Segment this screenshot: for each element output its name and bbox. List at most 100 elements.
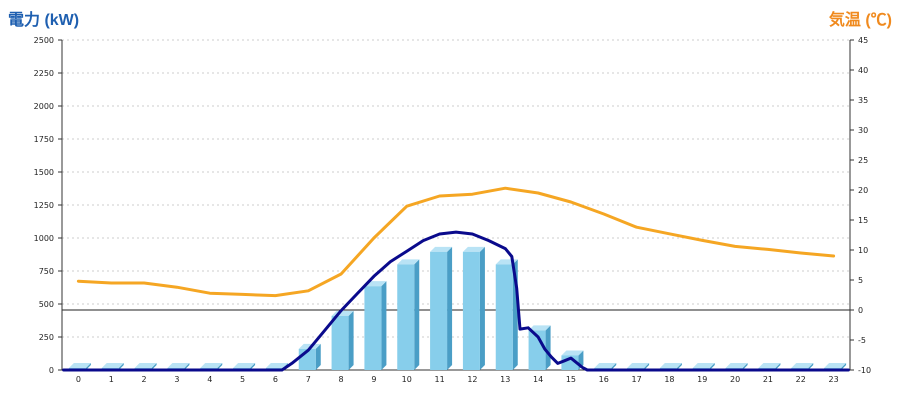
- bar-front: [462, 251, 480, 370]
- left-axis-tick-label: 2250: [34, 69, 54, 78]
- bar-side: [808, 363, 814, 370]
- right-axis-tick-label: 35: [858, 96, 868, 105]
- bar-top: [824, 363, 847, 368]
- bar-side: [676, 363, 682, 370]
- left-axis-tick-label: 2500: [34, 36, 54, 45]
- x-axis-tick-label: 16: [599, 375, 609, 384]
- x-axis-tick-label: 11: [434, 375, 444, 384]
- x-axis-tick-label: 9: [371, 375, 376, 384]
- temperature-line: [76, 186, 836, 298]
- bar-side: [742, 363, 748, 370]
- bar-side: [709, 363, 715, 370]
- bar-front: [495, 264, 513, 370]
- right-axis-tick-label: 5: [858, 276, 863, 285]
- bar-front: [397, 264, 415, 370]
- bar-side: [250, 363, 256, 370]
- x-axis-tick-label: 13: [500, 375, 510, 384]
- x-axis-tick-label: 0: [76, 375, 81, 384]
- bar-front: [430, 251, 448, 370]
- bar-top: [627, 363, 650, 368]
- series-lines: [62, 186, 850, 372]
- bar-top: [101, 363, 124, 368]
- right-axis-tick-label: 10: [858, 246, 868, 255]
- bar-top: [758, 363, 781, 368]
- left-axis-title: 電力 (kW): [8, 12, 80, 29]
- bar-front: [364, 286, 382, 370]
- bar: [462, 246, 485, 370]
- left-axis-tick-label: 1500: [34, 168, 54, 177]
- bar-side: [611, 363, 617, 370]
- tick-labels: 02505007501000125015001750200022502500-1…: [34, 36, 871, 384]
- bar-top: [725, 363, 748, 368]
- bar-top: [134, 363, 157, 368]
- x-axis-tick-label: 6: [273, 375, 278, 384]
- x-axis-tick-label: 1: [109, 375, 114, 384]
- bar-top: [68, 363, 91, 368]
- bar-side: [841, 363, 847, 370]
- x-axis-tick-label: 4: [207, 375, 212, 384]
- left-axis-tick-label: 1250: [34, 201, 54, 210]
- bar-top: [462, 246, 485, 252]
- bar-top: [200, 363, 223, 368]
- gridlines: [62, 39, 850, 338]
- x-axis-tick-label: 23: [828, 375, 838, 384]
- right-axis-tick-label: 40: [858, 66, 868, 75]
- x-axis-tick-label: 21: [763, 375, 773, 384]
- right-axis-tick-label: 45: [858, 36, 868, 45]
- bar-side: [85, 363, 91, 370]
- left-axis-tick-label: 1750: [34, 135, 54, 144]
- bar-top: [233, 363, 256, 368]
- bar-top: [430, 246, 453, 252]
- right-axis-tick-label: 0: [858, 306, 863, 315]
- left-axis-tick-label: 0: [49, 366, 54, 375]
- bar-top: [692, 363, 715, 368]
- bar-top: [561, 350, 584, 356]
- bar-side: [381, 281, 387, 370]
- x-axis-tick-label: 8: [339, 375, 344, 384]
- left-axis-tick-label: 500: [39, 300, 54, 309]
- bar-side: [414, 259, 420, 370]
- power-line: [62, 230, 850, 372]
- bar-top: [265, 363, 288, 368]
- bar-side: [315, 343, 321, 370]
- x-axis-tick-label: 10: [402, 375, 412, 384]
- bar-side: [479, 246, 485, 370]
- bar-side: [447, 246, 453, 370]
- right-axis-tick-label: -5: [858, 336, 866, 345]
- bar-top: [397, 259, 420, 265]
- x-axis-tick-label: 15: [566, 375, 576, 384]
- left-axis-tick-label: 1000: [34, 234, 54, 243]
- bar: [397, 259, 420, 370]
- right-axis-tick-label: -10: [858, 366, 871, 375]
- bar-side: [184, 363, 190, 370]
- right-axis-tick-label: 30: [858, 126, 868, 135]
- bar: [331, 310, 354, 370]
- x-axis-tick-label: 20: [730, 375, 740, 384]
- x-axis-tick-label: 14: [533, 375, 543, 384]
- bar-side: [118, 363, 124, 370]
- right-axis-tick-label: 15: [858, 216, 868, 225]
- bar-side: [545, 325, 551, 370]
- x-axis-tick-label: 3: [174, 375, 179, 384]
- x-axis-tick-label: 7: [306, 375, 311, 384]
- bar: [430, 246, 453, 370]
- left-axis-tick-label: 750: [39, 267, 54, 276]
- x-axis-tick-label: 2: [142, 375, 147, 384]
- bar-front: [331, 315, 349, 370]
- bar-top: [167, 363, 190, 368]
- x-axis-tick-label: 12: [467, 375, 477, 384]
- bar: [364, 281, 387, 370]
- bar-top: [594, 363, 617, 368]
- bar-side: [644, 363, 650, 370]
- x-axis-tick-label: 17: [631, 375, 641, 384]
- x-axis-tick-label: 5: [240, 375, 245, 384]
- right-axis-tick-label: 20: [858, 186, 868, 195]
- x-axis-tick-label: 18: [664, 375, 674, 384]
- x-axis-tick-label: 22: [796, 375, 806, 384]
- bar-side: [775, 363, 781, 370]
- bar-top: [528, 325, 551, 331]
- bar-top: [659, 363, 682, 368]
- x-axis-tick-label: 19: [697, 375, 707, 384]
- right-axis-title: 気温 (℃): [828, 12, 892, 29]
